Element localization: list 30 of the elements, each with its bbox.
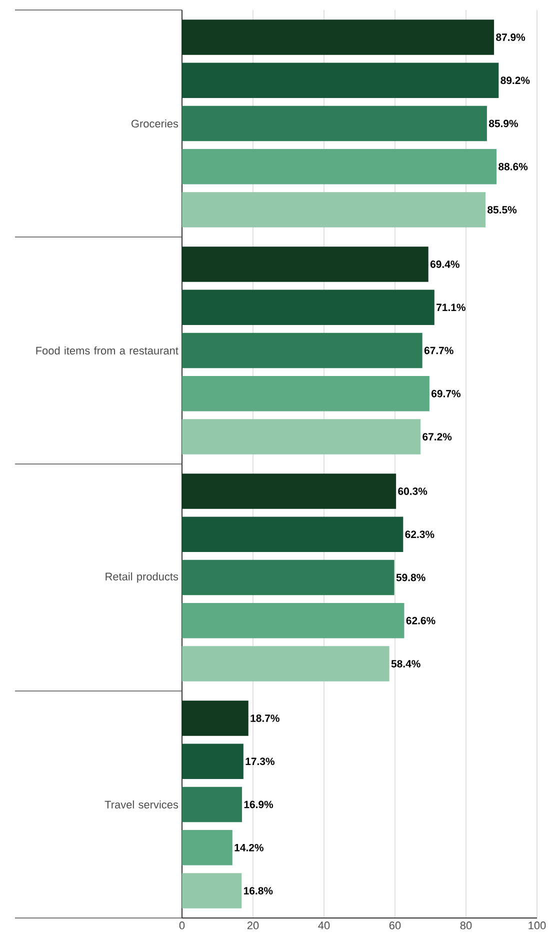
data-label: 67.2% [422, 433, 452, 440]
x-tick-label: 40 [318, 922, 330, 930]
data-label: 69.7% [432, 390, 461, 398]
data-label: 67.7% [424, 346, 454, 354]
data-label: 62.3% [405, 530, 434, 538]
data-label: 85.5% [488, 206, 517, 214]
x-tick-label: 20 [247, 922, 259, 930]
data-label: 14.2% [234, 844, 264, 852]
data-label: 71.1% [436, 304, 466, 312]
x-tick-label: 60 [389, 922, 401, 930]
x-tick-label: 80 [460, 922, 472, 930]
data-label: 59.8% [396, 574, 426, 582]
data-label: 69.4% [430, 260, 460, 268]
y-tick-label: Retail products [106, 572, 178, 583]
data-label: 87.9% [496, 34, 526, 41]
y-tick-label: Travel services [104, 800, 178, 809]
data-label: 58.4% [391, 660, 420, 668]
data-label: 17.3% [246, 758, 274, 766]
y-tick-label: Food items from a restaurant [36, 346, 178, 355]
data-label: 62.6% [406, 616, 436, 624]
y-tick-label: Groceries [132, 119, 178, 128]
data-label: 85.9% [488, 120, 518, 128]
data-label: 16.9% [244, 800, 274, 808]
x-tick-label: 0 [179, 922, 185, 930]
data-label: 18.7% [250, 714, 280, 722]
data-label: 60.3% [398, 488, 428, 495]
x-tick-label: 100 [528, 922, 546, 930]
data-label: 88.6% [498, 162, 528, 170]
data-label: 89.2% [500, 76, 530, 84]
data-label: 16.8% [244, 887, 273, 894]
